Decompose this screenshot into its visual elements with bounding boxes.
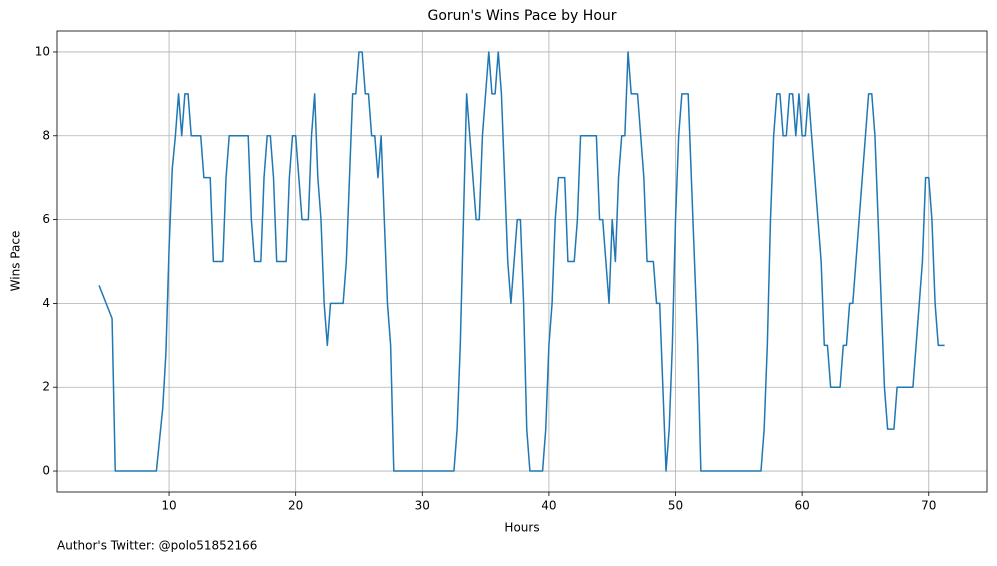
plot-frame [56,30,988,493]
y-tick-label: 0 [42,464,50,478]
data-line [98,51,945,472]
y-tick-label: 8 [42,128,50,142]
chart-title: Gorun's Wins Pace by Hour [427,8,616,24]
y-tick-label: 2 [42,380,50,394]
x-tick-label: 40 [541,499,556,513]
x-tick-label: 60 [794,499,809,513]
y-axis-label: Wins Pace [9,231,23,292]
x-tick-label: 50 [668,499,683,513]
x-tick-label: 10 [161,499,176,513]
y-tick-label: 10 [35,44,50,58]
x-tick-label: 20 [288,499,303,513]
y-tick-label: 6 [42,212,50,226]
footnote: Author's Twitter: @polo51852166 [57,539,257,553]
y-tick-label: 4 [42,296,50,310]
x-tick-label: 30 [415,499,430,513]
x-tick-label: 70 [921,499,936,513]
x-axis-label: Hours [504,521,539,535]
